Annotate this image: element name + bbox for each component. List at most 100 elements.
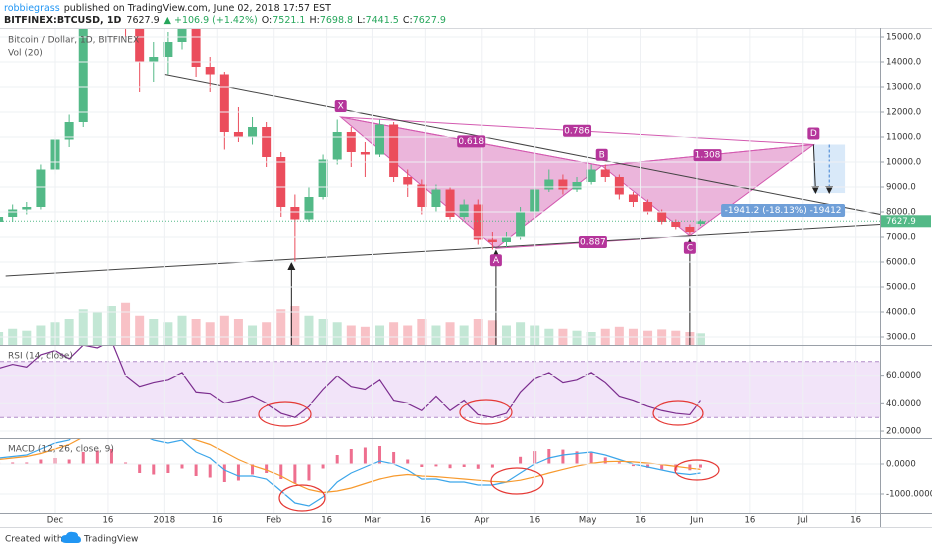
- macd-hist: [109, 448, 113, 464]
- candle-body: [219, 74, 229, 132]
- macd-line: [0, 439, 701, 507]
- macd-hist: [406, 459, 410, 464]
- volume-bar: [614, 326, 624, 345]
- volume-bar: [431, 325, 441, 345]
- candle-body: [685, 227, 695, 232]
- candle-body: [445, 189, 455, 217]
- macd-hist: [307, 463, 311, 481]
- ellipse: [459, 399, 513, 425]
- h-value: 7698.8: [320, 15, 353, 26]
- volume-legend: Vol (20): [8, 49, 43, 59]
- candle-body: [558, 179, 568, 190]
- candle-body: [614, 177, 624, 195]
- y-tick-label: 13000.0: [886, 83, 921, 93]
- projection-label-box: [721, 204, 846, 218]
- footer-brand: TradingView: [83, 535, 138, 545]
- macd-hist: [25, 462, 29, 464]
- header-quote: BITFINEX:BTCUSD, 1D 7627.9 ▲ +106.9 (+1.42…: [4, 15, 446, 26]
- point-label: X: [338, 102, 344, 112]
- h-label: H:: [309, 15, 319, 26]
- candle-body: [248, 127, 258, 137]
- x-tick-label: Jul: [797, 516, 808, 526]
- plot-layer: Dec 16 2018 16 Feb 16 Mar 16 Apr 16 May 16 Jun 16 Jul 1…: [0, 28, 932, 526]
- footer-created: Created with: [5, 535, 63, 545]
- point-box: [595, 148, 608, 161]
- macd-hist: [547, 448, 551, 464]
- candle-body: [191, 28, 201, 67]
- ratio-label: 1.308: [695, 151, 721, 161]
- volume-bar: [191, 319, 201, 345]
- rsi-legend: RSI (14, close): [8, 352, 73, 362]
- y-tick-label: 40.0000: [886, 399, 921, 409]
- symbol: BITFINEX:BTCUSD, 1D: [4, 15, 122, 26]
- macd-hist: [698, 463, 702, 468]
- volume-bar: [516, 322, 526, 345]
- y-tick-label: 60.0000: [886, 371, 921, 381]
- volume-bar: [22, 330, 32, 345]
- volume-bar: [135, 315, 145, 345]
- ellipse: [490, 467, 544, 495]
- point-label: A: [493, 256, 500, 266]
- volume-bar: [459, 325, 469, 345]
- volume-bar: [318, 319, 328, 345]
- ratio-box: [563, 124, 592, 137]
- macd-hist: [349, 448, 353, 464]
- y-tick-label: 20.0000: [886, 427, 921, 437]
- symbol-legend: Bitcoin / Dollar, 1D, BITFINEX: [8, 36, 139, 46]
- volume-bar: [121, 302, 131, 345]
- y-tick-label: -1000.0000: [886, 490, 932, 500]
- candle-body: [22, 207, 32, 210]
- macd-hist: [462, 463, 466, 467]
- volume-bar: [375, 325, 385, 345]
- y-tick-label: 15000.0: [886, 33, 921, 43]
- volume-bar: [0, 332, 4, 345]
- candle-body: [290, 207, 300, 220]
- candle-body: [205, 67, 215, 75]
- y-tick-label: 12000.0: [886, 108, 921, 118]
- x-tick-label: Apr: [474, 516, 489, 526]
- x-tick-label: 16: [212, 516, 223, 526]
- last-price-label: 7627.9: [886, 217, 916, 227]
- point-label: D: [810, 129, 817, 139]
- macd-legend: MACD (12, 26, close, 9): [8, 445, 114, 455]
- candle-body: [516, 212, 526, 237]
- volume-bar: [92, 312, 102, 345]
- candle-body: [8, 209, 18, 217]
- ellipse: [258, 401, 312, 427]
- y-tick-label: 7000.0: [886, 233, 916, 243]
- candle-body: [586, 169, 596, 182]
- volume-bar: [403, 325, 413, 345]
- author: robbiegrass: [4, 3, 60, 14]
- ratio-box: [578, 236, 607, 248]
- x-tick-label: 16: [635, 516, 646, 526]
- volume-bar: [360, 326, 370, 345]
- point-label: B: [599, 150, 605, 160]
- candle-body: [643, 202, 653, 212]
- point-label: C: [687, 243, 693, 253]
- volume-bar: [36, 325, 46, 345]
- volume-bar: [671, 330, 681, 345]
- volume-bar: [64, 319, 74, 345]
- candle-body: [149, 57, 159, 62]
- x-tick-label: Jun: [689, 516, 703, 526]
- volume-bar: [417, 319, 427, 345]
- macd-hist: [646, 463, 650, 468]
- volume-bar: [586, 332, 596, 345]
- macd-hist: [251, 463, 255, 475]
- y-tick-label: 9000.0: [886, 183, 916, 193]
- c-value: 7627.9: [413, 15, 446, 26]
- candle-body: [78, 28, 88, 122]
- x-tick-label: Feb: [266, 516, 281, 526]
- x-tick-label: Mar: [364, 516, 381, 526]
- macd-hist: [222, 463, 226, 483]
- projection-leg: [811, 144, 820, 195]
- volume-bar: [501, 325, 511, 345]
- candle-body: [403, 177, 413, 185]
- macd-hist: [561, 449, 565, 464]
- y-tick-label: 5000.0: [886, 283, 916, 293]
- volume-bar: [276, 309, 286, 345]
- macd-hist: [180, 463, 184, 469]
- last-price-box: [881, 215, 931, 228]
- candle-body: [600, 169, 610, 177]
